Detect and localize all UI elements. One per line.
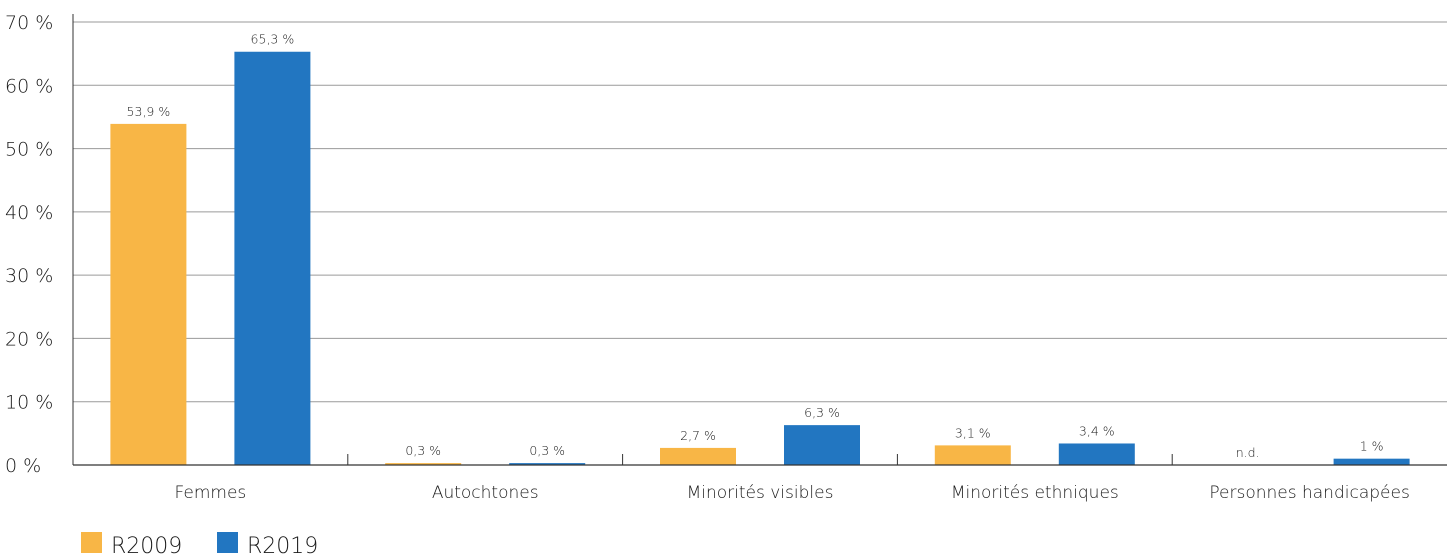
data-label: 0,3 % (529, 443, 565, 458)
data-label: 6,3 % (804, 405, 840, 420)
data-label: 3,1 % (955, 425, 991, 440)
x-category-label: Minorités visibles (687, 483, 834, 503)
y-tick-label: 0 % (5, 455, 41, 477)
data-label: 0,3 % (405, 443, 441, 458)
bar-r2019 (509, 463, 586, 465)
bar-r2009 (110, 123, 187, 465)
legend-swatch-r2019 (217, 532, 238, 553)
bar-r2009 (660, 447, 736, 465)
legend-label: R2009 (111, 534, 182, 558)
y-tick-label: 20 % (5, 328, 53, 350)
bar-r2019 (234, 51, 311, 465)
x-category-label: Femmes (175, 483, 247, 503)
x-category-label: Personnes handicapées (1209, 483, 1409, 503)
bar-r2019 (1058, 443, 1135, 465)
data-label: 2,7 % (680, 428, 716, 443)
x-category-label: Minorités ethniques (951, 483, 1119, 503)
bar-r2009 (385, 463, 462, 465)
data-label: 3,4 % (1079, 423, 1115, 438)
y-tick-label: 70 % (5, 12, 53, 34)
y-tick-label: 60 % (5, 75, 53, 97)
data-label: 1 % (1360, 439, 1384, 454)
legend-swatch-r2009 (81, 532, 102, 553)
y-tick-label: 40 % (5, 202, 53, 224)
y-tick-label: 50 % (5, 139, 53, 161)
bar-r2009 (934, 445, 1011, 465)
y-tick-label: 10 % (5, 392, 53, 414)
legend-label: R2019 (247, 534, 318, 558)
data-label: n.d. (1236, 445, 1260, 460)
bar-r2019 (1333, 458, 1410, 465)
data-label: 65,3 % (251, 32, 295, 47)
x-category-label: Autochtones (432, 483, 539, 503)
data-label: 53,9 % (127, 104, 171, 119)
bar-r2019 (784, 425, 860, 465)
y-tick-label: 30 % (5, 265, 53, 287)
